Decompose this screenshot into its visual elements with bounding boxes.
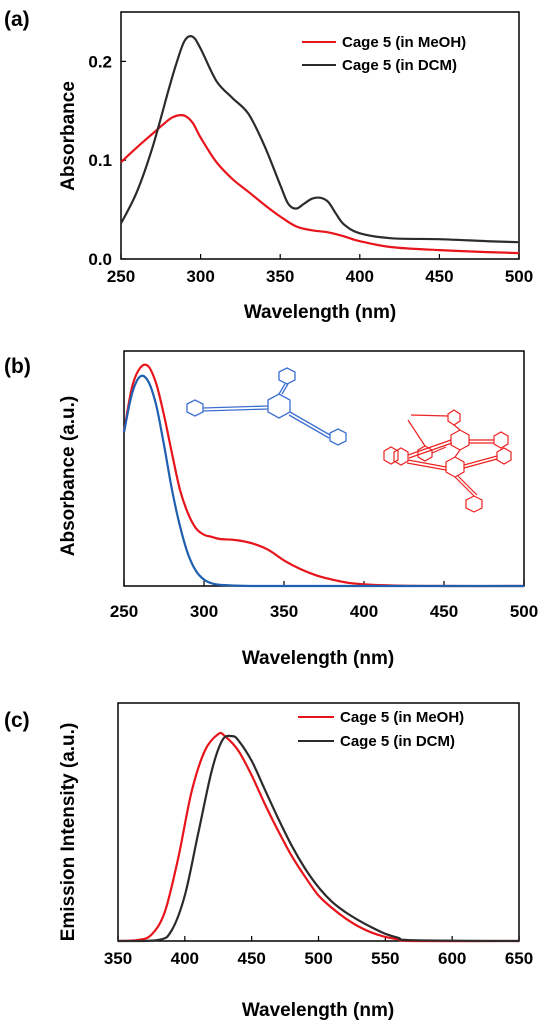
red-cage-molecule-structure-icon	[383, 409, 512, 513]
panel-b-x-tick-label: 400	[350, 602, 378, 621]
panel-c-x-tick-label: 400	[171, 949, 199, 968]
panel-c-series	[117, 731, 520, 943]
panel-c-series-line-1	[117, 734, 520, 943]
panel-a-x-tick-label: 300	[186, 267, 214, 286]
panel-c-x-tick-label: 550	[371, 949, 399, 968]
panel-c-x-tick-label: 350	[104, 949, 132, 968]
panel-b-x-tick-label: 450	[430, 602, 458, 621]
panel-c-legend-label-dcm: Cage 5 (in DCM)	[340, 733, 455, 750]
panel-a-y-tick-label: 0.2	[88, 52, 112, 71]
panel-c-y-axis-title: Emission Intensity (a.u.)	[58, 723, 79, 942]
panel-a-y-tick-labels: 0.0 0.1 0.2	[88, 52, 112, 269]
panel-c-legend: Cage 5 (in MeOH) Cage 5 (in DCM)	[298, 709, 464, 750]
panel-a-series	[120, 35, 520, 260]
panel-b-x-tick-label: 250	[110, 602, 138, 621]
panel-b-x-tick-label: 350	[270, 602, 298, 621]
panel-c-x-tick-label: 450	[238, 949, 266, 968]
panel-a-legend: Cage 5 (in MeOH) Cage 5 (in DCM)	[302, 34, 466, 74]
panel-a-x-tick-label: 350	[266, 267, 294, 286]
panel-a-legend-label-meoh: Cage 5 (in MeOH)	[342, 34, 466, 51]
panel-a-series-line-0	[120, 113, 520, 255]
panel-a-plot-frame	[120, 11, 520, 260]
panel-c: (c) 350 400 450 500 550 600 650 Waveleng…	[4, 702, 533, 1021]
panel-a-x-axis-title: Wavelength (nm)	[244, 302, 396, 323]
panel-a-x-tick-label: 400	[346, 267, 374, 286]
panel-c-series-line-0	[117, 731, 520, 943]
panel-b-series-line-1	[122, 374, 524, 588]
panel-b-y-axis-title: Absorbance (a.u.)	[58, 396, 79, 556]
panel-c-plot-frame	[117, 702, 520, 942]
panel-b-x-tick-labels: 250 300 350 400 450 500	[110, 602, 538, 621]
panel-b-label: (b)	[4, 355, 31, 378]
panel-a-y-tick-label: 0.0	[88, 250, 112, 269]
panel-a-legend-label-dcm: Cage 5 (in DCM)	[342, 57, 457, 74]
panel-a-x-tick-labels: 250 300 350 400 450 500	[107, 267, 533, 286]
panel-a-x-tick-label: 250	[107, 267, 135, 286]
panel-c-x-tick-label: 650	[505, 949, 533, 968]
panel-b-series-line-0	[122, 363, 525, 588]
panel-c-label: (c)	[4, 709, 30, 732]
panel-c-x-axis-title: Wavelength (nm)	[242, 1000, 394, 1021]
panel-b-x-tick-label: 300	[190, 602, 218, 621]
panel-a-series-line-1	[120, 35, 520, 244]
blue-tris-phenylethynyl-benzene-structure-icon	[186, 367, 347, 446]
panel-a-y-tick-label: 0.1	[88, 151, 112, 170]
panel-a-x-tick-label: 500	[505, 267, 533, 286]
panel-c-x-tick-labels: 350 400 450 500 550 600 650	[104, 949, 533, 968]
panel-a: (a) 250 300 350 400 450 500 0.0 0.1 0.2 …	[4, 8, 533, 323]
panel-c-x-tick-label: 500	[304, 949, 332, 968]
panel-a-label: (a)	[4, 8, 30, 31]
panel-b-x-tick-label: 500	[510, 602, 538, 621]
panel-a-x-tick-label: 450	[425, 267, 453, 286]
panel-c-legend-label-meoh: Cage 5 (in MeOH)	[340, 709, 464, 726]
panel-c-x-tick-label: 600	[438, 949, 466, 968]
panel-b-x-axis-title: Wavelength (nm)	[242, 648, 394, 669]
panel-a-y-axis-title: Absorbance	[58, 81, 79, 191]
panel-b-series	[122, 363, 525, 588]
panel-b: (b)	[4, 350, 538, 669]
